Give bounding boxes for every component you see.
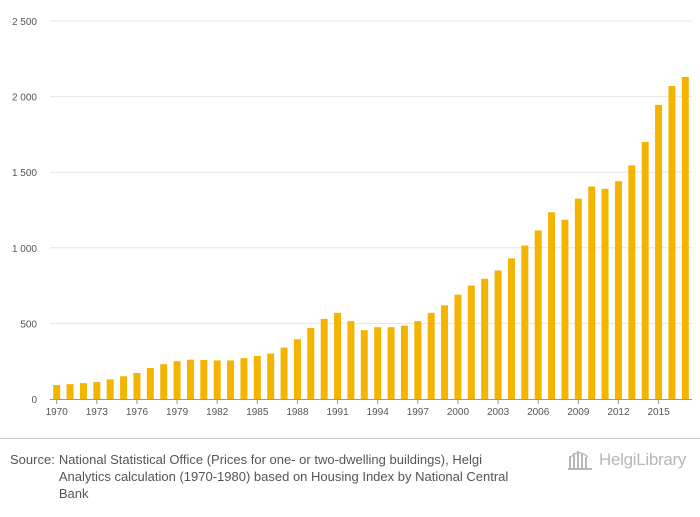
bar-2010 <box>588 186 596 399</box>
helgi-library-logo[interactable]: HelgiLibrary <box>568 448 686 472</box>
bar-1976 <box>133 372 141 399</box>
y-tick-label: 0 <box>31 395 37 406</box>
bar-1985 <box>253 355 261 399</box>
logo-text: HelgiLibrary <box>599 450 687 469</box>
bars <box>53 76 689 400</box>
x-tick-label: 1970 <box>46 407 69 418</box>
bar-2006 <box>534 230 542 399</box>
gridlines <box>50 20 692 324</box>
x-tick-label: 2012 <box>607 407 630 418</box>
x-tick-label: 2003 <box>487 407 510 418</box>
bar-1992 <box>347 321 355 399</box>
bar-2003 <box>494 270 502 399</box>
bar-2007 <box>548 212 556 399</box>
x-tick-label: 1973 <box>86 407 109 418</box>
bar-1989 <box>307 327 315 399</box>
x-tick-label: 1979 <box>166 407 189 418</box>
footer-divider <box>0 438 700 439</box>
bar-1979 <box>173 361 181 399</box>
bar-2013 <box>628 165 636 399</box>
bar-1999 <box>441 305 449 399</box>
bar-2002 <box>481 278 489 399</box>
bar-1993 <box>360 330 368 399</box>
bar-1980 <box>186 359 194 399</box>
bar-2012 <box>614 181 622 399</box>
bar-2016 <box>668 86 676 400</box>
bar-1975 <box>120 376 128 399</box>
bar-1982 <box>213 360 221 399</box>
bar-1988 <box>293 339 301 399</box>
bar-2015 <box>655 104 663 400</box>
bar-2017 <box>681 76 689 399</box>
bar-1994 <box>374 327 382 399</box>
x-tick-label: 1982 <box>206 407 229 418</box>
bar-1974 <box>106 379 114 399</box>
x-tick-label: 2015 <box>647 407 670 418</box>
bar-2005 <box>521 245 529 399</box>
bar-2004 <box>507 258 515 399</box>
source-label: Source: <box>10 452 55 467</box>
y-tick-label: 1 000 <box>12 244 37 255</box>
bar-2000 <box>454 294 462 399</box>
bar-1983 <box>227 360 235 399</box>
x-tick-label: 1985 <box>246 407 269 418</box>
y-tick-label: 2 000 <box>12 93 37 104</box>
bar-1981 <box>200 359 208 399</box>
x-tick-label: 2000 <box>447 407 470 418</box>
x-tick-label: 1997 <box>407 407 430 418</box>
bar-1971 <box>66 384 74 399</box>
x-tick-label: 1991 <box>326 407 349 418</box>
source-text: National Statistical Office (Prices for … <box>58 452 509 501</box>
bar-1986 <box>267 353 275 399</box>
y-tick-label: 2 500 <box>12 17 37 28</box>
bar-1987 <box>280 347 288 399</box>
helgi-library-building-icon <box>568 451 592 470</box>
bar-2014 <box>641 141 649 399</box>
x-tick-label: 2006 <box>527 407 550 418</box>
y-axis: 0 500 1 000 1 500 2 000 2 500 <box>12 17 37 406</box>
bar-1996 <box>400 325 408 399</box>
bar-1997 <box>414 321 422 399</box>
bar-1984 <box>240 358 248 399</box>
bar-1990 <box>320 318 328 399</box>
source-note: Source: National Statistical Office (Pric… <box>10 451 530 502</box>
x-tick-label: 1976 <box>126 407 149 418</box>
x-tick-label: 2009 <box>567 407 590 418</box>
bar-2001 <box>467 285 475 399</box>
bar-1977 <box>146 368 154 399</box>
x-axis: 1970 1973 1976 1979 1982 1985 1988 1991 1994 1997… <box>46 399 692 418</box>
bar-1998 <box>427 312 435 399</box>
y-tick-label: 500 <box>20 319 37 330</box>
bar-1973 <box>93 382 101 399</box>
x-tick-label: 1988 <box>286 407 309 418</box>
bar-1995 <box>387 327 395 399</box>
bar-2008 <box>561 219 569 399</box>
y-tick-label: 1 500 <box>12 168 37 179</box>
bar-1991 <box>334 312 342 399</box>
x-tick-label: 1994 <box>367 407 390 418</box>
bar-1972 <box>79 383 87 399</box>
bar-2009 <box>574 198 582 399</box>
bar-2011 <box>601 188 609 399</box>
bar-1970 <box>53 385 61 399</box>
bar-1978 <box>160 364 168 399</box>
